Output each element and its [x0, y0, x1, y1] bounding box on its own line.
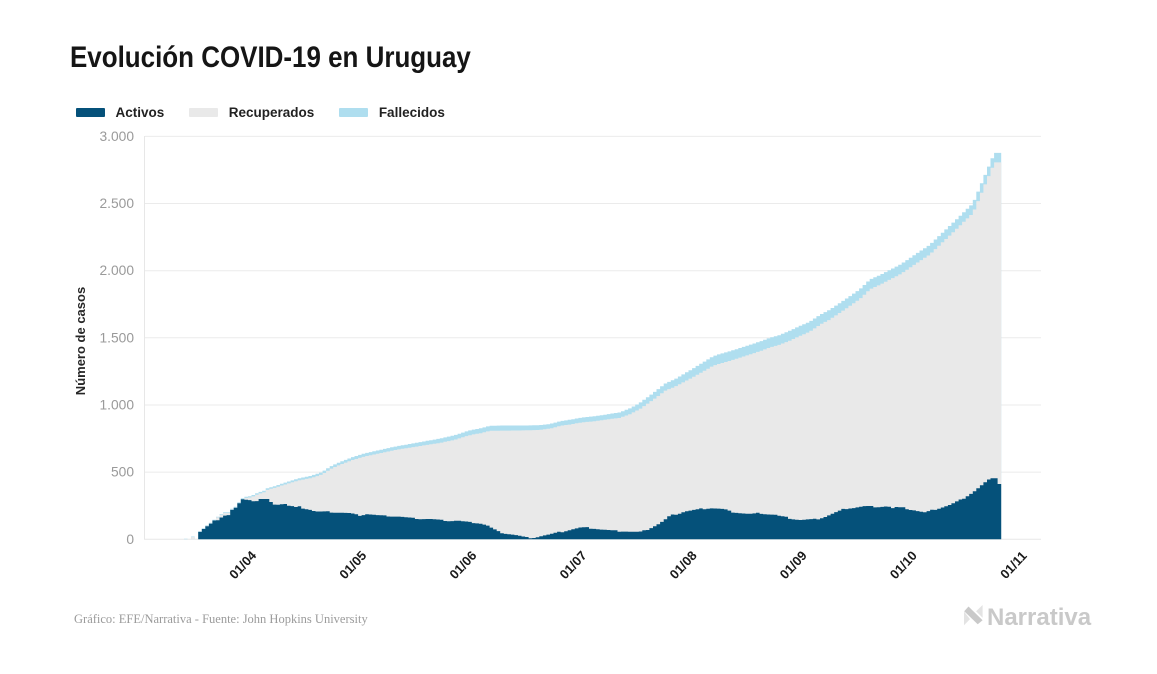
svg-text:01/10: 01/10: [887, 548, 920, 582]
svg-text:01/05: 01/05: [336, 548, 369, 582]
svg-text:0: 0: [126, 532, 134, 547]
svg-text:Número de casos: Número de casos: [73, 287, 88, 395]
svg-text:3.000: 3.000: [99, 129, 134, 144]
svg-text:01/08: 01/08: [667, 548, 700, 582]
svg-text:1.000: 1.000: [99, 398, 134, 413]
svg-text:01/06: 01/06: [446, 548, 479, 582]
svg-text:500: 500: [111, 465, 134, 480]
svg-text:01/07: 01/07: [556, 548, 589, 582]
svg-text:01/09: 01/09: [777, 548, 810, 582]
svg-text:1.500: 1.500: [99, 330, 134, 345]
svg-text:2.500: 2.500: [99, 196, 134, 211]
svg-text:01/11: 01/11: [997, 548, 1030, 582]
svg-text:01/04: 01/04: [226, 547, 260, 582]
svg-text:2.000: 2.000: [99, 263, 134, 278]
